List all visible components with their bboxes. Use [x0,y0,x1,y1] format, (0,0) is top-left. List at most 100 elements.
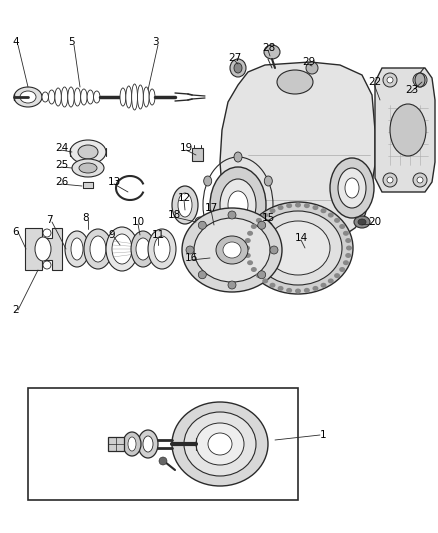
Ellipse shape [264,45,280,59]
Ellipse shape [74,88,81,106]
Polygon shape [375,68,435,192]
Ellipse shape [328,278,334,284]
Ellipse shape [304,288,310,293]
Text: 2: 2 [12,305,19,315]
Ellipse shape [258,221,266,229]
Ellipse shape [262,213,268,217]
Ellipse shape [94,91,100,103]
Text: 5: 5 [68,37,74,47]
Text: 23: 23 [405,85,418,95]
Ellipse shape [184,412,256,476]
Ellipse shape [65,231,89,267]
Ellipse shape [270,230,320,260]
Ellipse shape [346,246,352,251]
Ellipse shape [106,227,138,271]
Ellipse shape [70,140,106,164]
Ellipse shape [390,104,426,156]
Ellipse shape [330,158,374,218]
Ellipse shape [312,286,318,291]
Polygon shape [220,62,375,248]
Ellipse shape [149,89,155,105]
Ellipse shape [182,208,282,292]
Ellipse shape [306,62,318,74]
Ellipse shape [131,231,155,267]
Ellipse shape [196,423,244,465]
Ellipse shape [198,271,206,279]
Ellipse shape [90,236,106,262]
Text: 19: 19 [180,143,193,153]
Text: 13: 13 [108,177,121,187]
Ellipse shape [262,278,268,284]
Ellipse shape [345,178,359,198]
Ellipse shape [198,221,206,229]
Ellipse shape [43,229,51,237]
Ellipse shape [204,224,212,234]
Ellipse shape [354,216,370,228]
Ellipse shape [244,246,250,251]
Text: 18: 18 [168,210,181,220]
Ellipse shape [72,159,104,177]
Ellipse shape [228,281,236,289]
Ellipse shape [43,261,51,269]
Ellipse shape [216,236,248,264]
Ellipse shape [269,282,276,288]
Ellipse shape [280,236,310,254]
Ellipse shape [343,231,349,236]
Ellipse shape [339,224,345,229]
Text: 8: 8 [82,213,88,223]
Ellipse shape [270,246,278,254]
Ellipse shape [61,87,68,107]
Ellipse shape [194,218,270,282]
Ellipse shape [136,238,150,260]
Ellipse shape [126,86,132,108]
Text: 6: 6 [12,227,19,237]
Ellipse shape [321,282,326,288]
Ellipse shape [245,238,251,243]
Ellipse shape [81,89,87,105]
Text: 10: 10 [132,217,145,227]
Ellipse shape [338,168,366,208]
Ellipse shape [143,436,153,452]
Ellipse shape [266,221,330,275]
Ellipse shape [251,267,257,272]
Ellipse shape [334,218,340,223]
Text: 25: 25 [55,160,68,170]
Ellipse shape [345,238,351,243]
Ellipse shape [312,205,318,210]
Ellipse shape [84,229,112,269]
Ellipse shape [228,191,248,219]
Ellipse shape [387,177,393,183]
Ellipse shape [243,202,353,294]
Ellipse shape [358,219,366,225]
Polygon shape [25,228,62,270]
Ellipse shape [417,177,423,183]
Ellipse shape [204,176,212,186]
Bar [83,182,93,188]
Ellipse shape [413,73,427,87]
Text: 14: 14 [295,233,308,243]
Text: 12: 12 [178,193,191,203]
Ellipse shape [245,253,251,258]
Bar [212,215,220,237]
Ellipse shape [387,77,393,83]
Ellipse shape [123,432,141,456]
Ellipse shape [195,217,205,227]
Ellipse shape [55,88,61,106]
Ellipse shape [223,242,241,258]
Ellipse shape [383,73,397,87]
Ellipse shape [413,173,427,187]
Ellipse shape [228,211,236,219]
Text: 16: 16 [185,253,198,263]
Text: 9: 9 [108,230,115,240]
Ellipse shape [295,203,301,207]
Ellipse shape [49,90,55,104]
Ellipse shape [120,88,126,106]
Ellipse shape [68,87,74,107]
Ellipse shape [210,167,266,243]
Ellipse shape [256,273,262,278]
Ellipse shape [87,90,94,104]
Ellipse shape [138,430,158,458]
Ellipse shape [304,203,310,208]
Ellipse shape [20,91,36,103]
Ellipse shape [343,260,349,265]
